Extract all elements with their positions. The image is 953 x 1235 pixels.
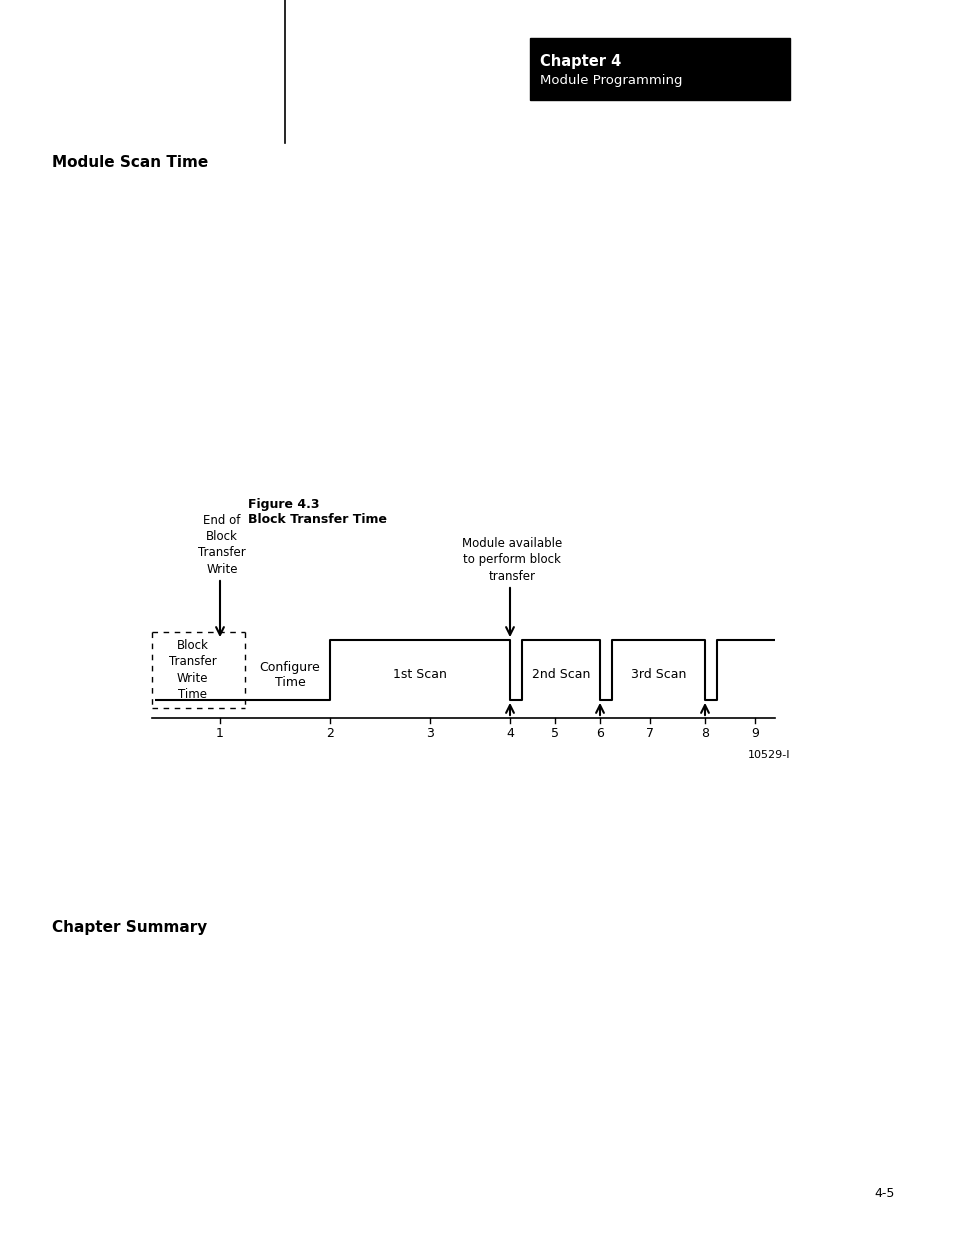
Text: 2: 2: [326, 727, 334, 740]
Text: 2nd Scan: 2nd Scan: [531, 668, 590, 682]
Text: Block
Transfer
Write
Time: Block Transfer Write Time: [169, 638, 216, 701]
Text: Chapter Summary: Chapter Summary: [52, 920, 207, 935]
Text: 1st Scan: 1st Scan: [393, 668, 446, 682]
Text: Module Scan Time: Module Scan Time: [52, 156, 208, 170]
Text: 8: 8: [700, 727, 708, 740]
Text: Figure 4.3: Figure 4.3: [248, 498, 319, 511]
Text: 9: 9: [750, 727, 759, 740]
Text: Configure
Time: Configure Time: [259, 661, 320, 689]
Text: 6: 6: [596, 727, 603, 740]
Text: Block Transfer Time: Block Transfer Time: [248, 513, 387, 526]
Text: 5: 5: [551, 727, 558, 740]
Text: 4: 4: [505, 727, 514, 740]
Text: Chapter 4: Chapter 4: [539, 54, 620, 69]
Text: 3: 3: [426, 727, 434, 740]
Text: 4-5: 4-5: [874, 1187, 894, 1200]
Text: Module Programming: Module Programming: [539, 74, 681, 86]
Bar: [530, 38, 789, 100]
Text: 10529-I: 10529-I: [747, 750, 789, 760]
Text: 1: 1: [215, 727, 224, 740]
Text: 7: 7: [645, 727, 654, 740]
Text: Module available
to perform block
transfer: Module available to perform block transf…: [461, 537, 561, 583]
Text: End of
Block
Transfer
Write: End of Block Transfer Write: [198, 514, 246, 576]
Text: 3rd Scan: 3rd Scan: [630, 668, 685, 682]
